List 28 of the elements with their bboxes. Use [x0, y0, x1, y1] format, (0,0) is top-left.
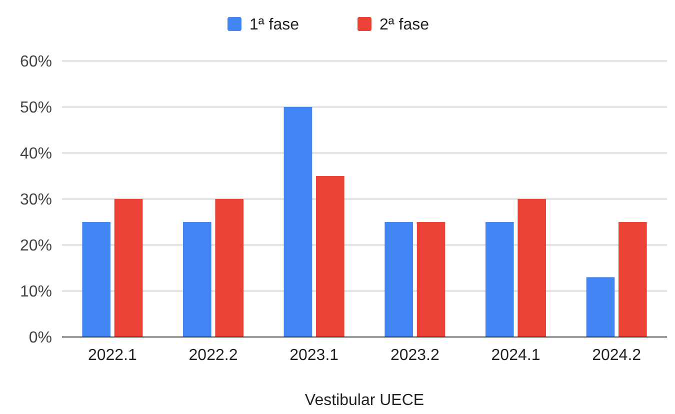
y-tick-label: 60% — [20, 54, 52, 71]
x-tick-label: 2022.1 — [88, 347, 137, 364]
bar — [183, 222, 212, 337]
y-tick-label: 30% — [20, 192, 52, 209]
bar — [618, 222, 647, 337]
bar — [416, 222, 446, 337]
x-tick-label: 2023.2 — [390, 347, 440, 364]
x-tick-label: 2023.1 — [290, 347, 339, 364]
x-tick-label: 2022.2 — [188, 347, 238, 364]
y-tick-label: 20% — [20, 238, 52, 255]
x-axis-title: Vestibular UECE — [304, 392, 424, 409]
bar — [316, 176, 344, 337]
y-tick-label: 50% — [20, 100, 52, 117]
y-tick-label: 10% — [20, 284, 52, 301]
bar — [114, 199, 143, 337]
bar — [82, 222, 110, 337]
bar — [384, 222, 413, 337]
legend-label: 1ª fase — [250, 16, 300, 34]
bar — [284, 107, 312, 337]
x-tick-label: 2024.2 — [592, 347, 642, 364]
y-tick-label: 0% — [28, 330, 52, 347]
y-tick-label: 40% — [20, 146, 52, 163]
legend-label: 2ª fase — [380, 16, 430, 34]
bar — [518, 199, 546, 337]
x-tick-label: 2024.1 — [491, 347, 540, 364]
bar — [486, 222, 514, 337]
bar — [215, 199, 244, 337]
bar — [586, 277, 615, 337]
